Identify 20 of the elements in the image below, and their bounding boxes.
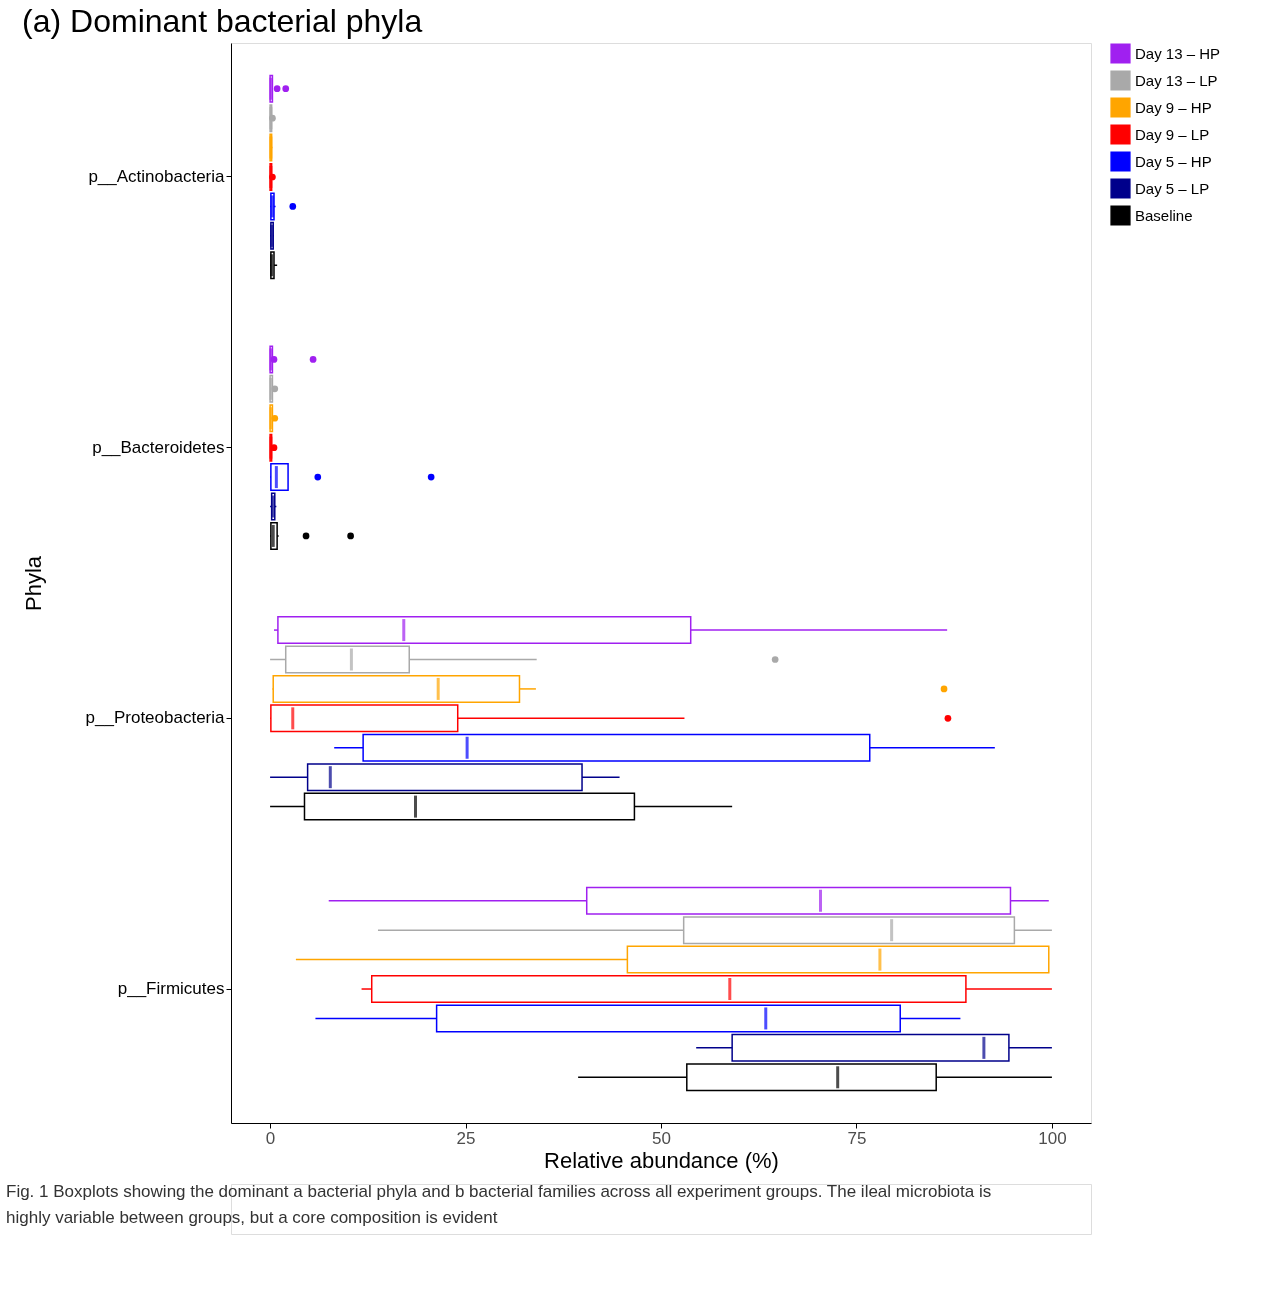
legend-label: Day 9 – LP [1135,125,1210,143]
y-tick-label: p__Actinobacteria [88,166,226,186]
x-tick-label: 25 [456,1128,476,1148]
legend-label: Day 9 – HP [1135,98,1212,116]
legend-label: Day 13 – HP [1135,44,1221,62]
y-axis-title: Phyla [20,555,46,612]
y-tick-label: p__Firmicutes [117,979,225,999]
x-tick-label: 75 [847,1128,867,1148]
legend-label: Day 5 – LP [1135,179,1210,197]
y-tick-label: p__Bacteroidetes [92,437,225,457]
x-tick-label: 50 [652,1128,671,1148]
legend-label: Baseline [1135,206,1193,224]
x-tick-label: 0 [265,1128,276,1148]
x-tick-label: 100 [1038,1128,1067,1148]
legend-label: Day 13 – LP [1135,71,1218,89]
legend-label: Day 5 – HP [1135,152,1212,170]
chart-title: (a) Dominant bacterial phyla [22,3,423,39]
caption: Fig. 1 Boxplots showing the dominant a bacterial phyla and b bacterial families across all experiment groups. The ileal microbiota is highly variable between groups, but a core composition is evident [6,1182,992,1227]
y-tick-label: p__Proteobacteria [85,708,226,728]
x-axis-title: Relative abundance (%) [544,1147,779,1173]
